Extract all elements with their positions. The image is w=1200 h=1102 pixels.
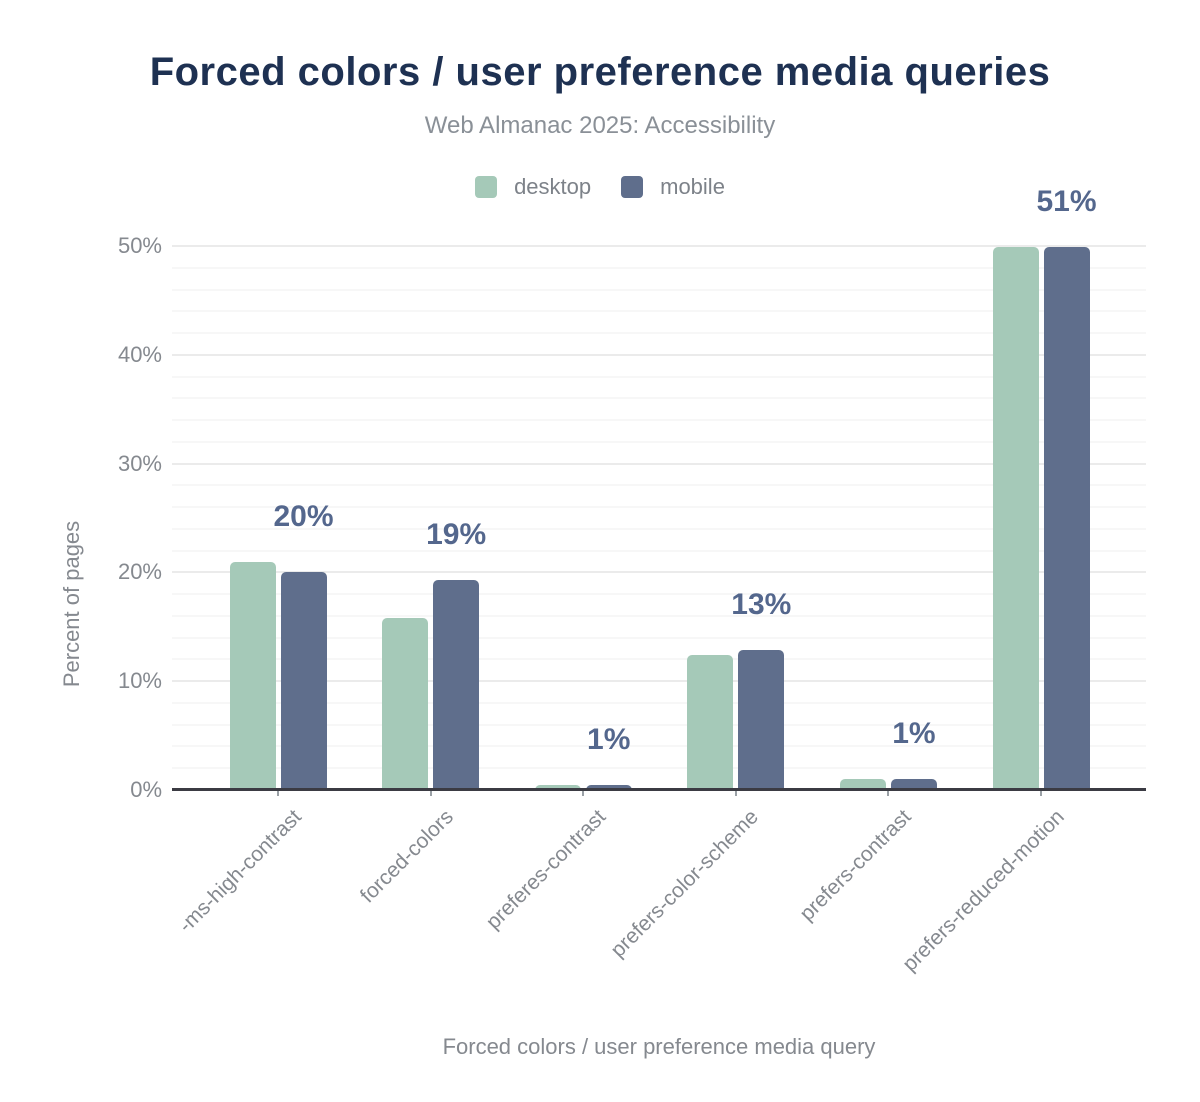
x-axis-line [172, 788, 1146, 791]
bar-desktop [839, 779, 886, 790]
bar-desktop [687, 655, 734, 790]
x-tick-label: prefers-color-scheme [606, 805, 764, 962]
gridline [172, 375, 1146, 378]
x-tick-label: prefers-contrast [795, 805, 916, 926]
x-tick-label: -ms-high-contrast [173, 805, 306, 938]
x-tick-mark [582, 790, 585, 796]
legend-label-desktop: desktop [514, 174, 592, 199]
value-label: 13% [731, 587, 792, 621]
bar-mobile [433, 580, 480, 790]
gridline [172, 484, 1146, 487]
gridline [172, 593, 1146, 596]
x-tick-label: forced-colors [356, 805, 459, 908]
gridline [172, 462, 1146, 465]
gridline [172, 767, 1146, 770]
legend-item-mobile: mobile [621, 174, 725, 200]
x-axis-title: Forced colors / user preference media qu… [442, 1034, 876, 1059]
value-label: 51% [1036, 185, 1097, 219]
chart-title: Forced colors / user preference media qu… [149, 50, 1051, 94]
gridline [172, 245, 1146, 247]
y-tick-label: 10% [117, 668, 162, 694]
bar-desktop [229, 561, 276, 790]
y-tick-label: 20% [117, 559, 162, 585]
x-tick-label: preferes-contrast [482, 805, 611, 934]
y-tick-label: 0% [130, 777, 162, 802]
gridline [172, 419, 1146, 422]
bar-desktop [382, 618, 429, 790]
y-tick-label: 30% [117, 450, 162, 476]
bar-desktop [534, 784, 581, 790]
y-tick-label: 50% [117, 233, 162, 258]
gridline [172, 332, 1146, 335]
x-tick-label: prefers-reduced-motion [897, 805, 1069, 976]
y-tick-label: 40% [117, 341, 162, 367]
gridline [172, 266, 1146, 269]
gridline [172, 571, 1146, 574]
legend-item-desktop: desktop [475, 174, 591, 200]
value-label: 1% [587, 722, 631, 756]
gridline [172, 745, 1146, 748]
bar-mobile [585, 784, 632, 790]
plot-area: 20% -ms-high-contrast 19% forced-colors 1% pr… [172, 187, 1146, 976]
gridline [172, 353, 1146, 356]
gridline [172, 310, 1146, 313]
gridline [172, 440, 1146, 443]
gridline [172, 288, 1146, 291]
bar-mobile [280, 572, 327, 790]
gridline [172, 680, 1146, 683]
gridline [172, 549, 1146, 552]
mobile-swatch-icon [621, 176, 644, 198]
gridline [172, 527, 1146, 530]
x-tick-mark [887, 790, 890, 796]
x-tick-mark [429, 790, 432, 796]
gridline [172, 701, 1146, 704]
gridline [172, 397, 1146, 400]
legend: desktop mobile [0, 174, 1200, 200]
bar-desktop [992, 247, 1039, 790]
chart-subtitle: Web Almanac 2025: Accessibility [424, 112, 776, 139]
x-tick-mark [734, 790, 737, 796]
value-label: 19% [426, 518, 487, 552]
value-label: 1% [892, 717, 936, 751]
bar-mobile [890, 779, 937, 790]
gridline [172, 723, 1146, 726]
x-tick-mark [1040, 790, 1042, 796]
legend-label-mobile: mobile [660, 174, 725, 199]
value-label: 20% [273, 499, 334, 533]
desktop-swatch-icon [475, 176, 498, 198]
gridline [172, 506, 1146, 509]
gridline [172, 636, 1146, 639]
gridline [172, 614, 1146, 617]
x-tick-mark [277, 790, 279, 796]
y-axis-tick-labels: 0% 10% 20% 30% 40% 50% [0, 202, 162, 801]
bar-mobile [1043, 247, 1090, 790]
gridline [172, 658, 1146, 661]
bar-mobile [738, 649, 785, 790]
